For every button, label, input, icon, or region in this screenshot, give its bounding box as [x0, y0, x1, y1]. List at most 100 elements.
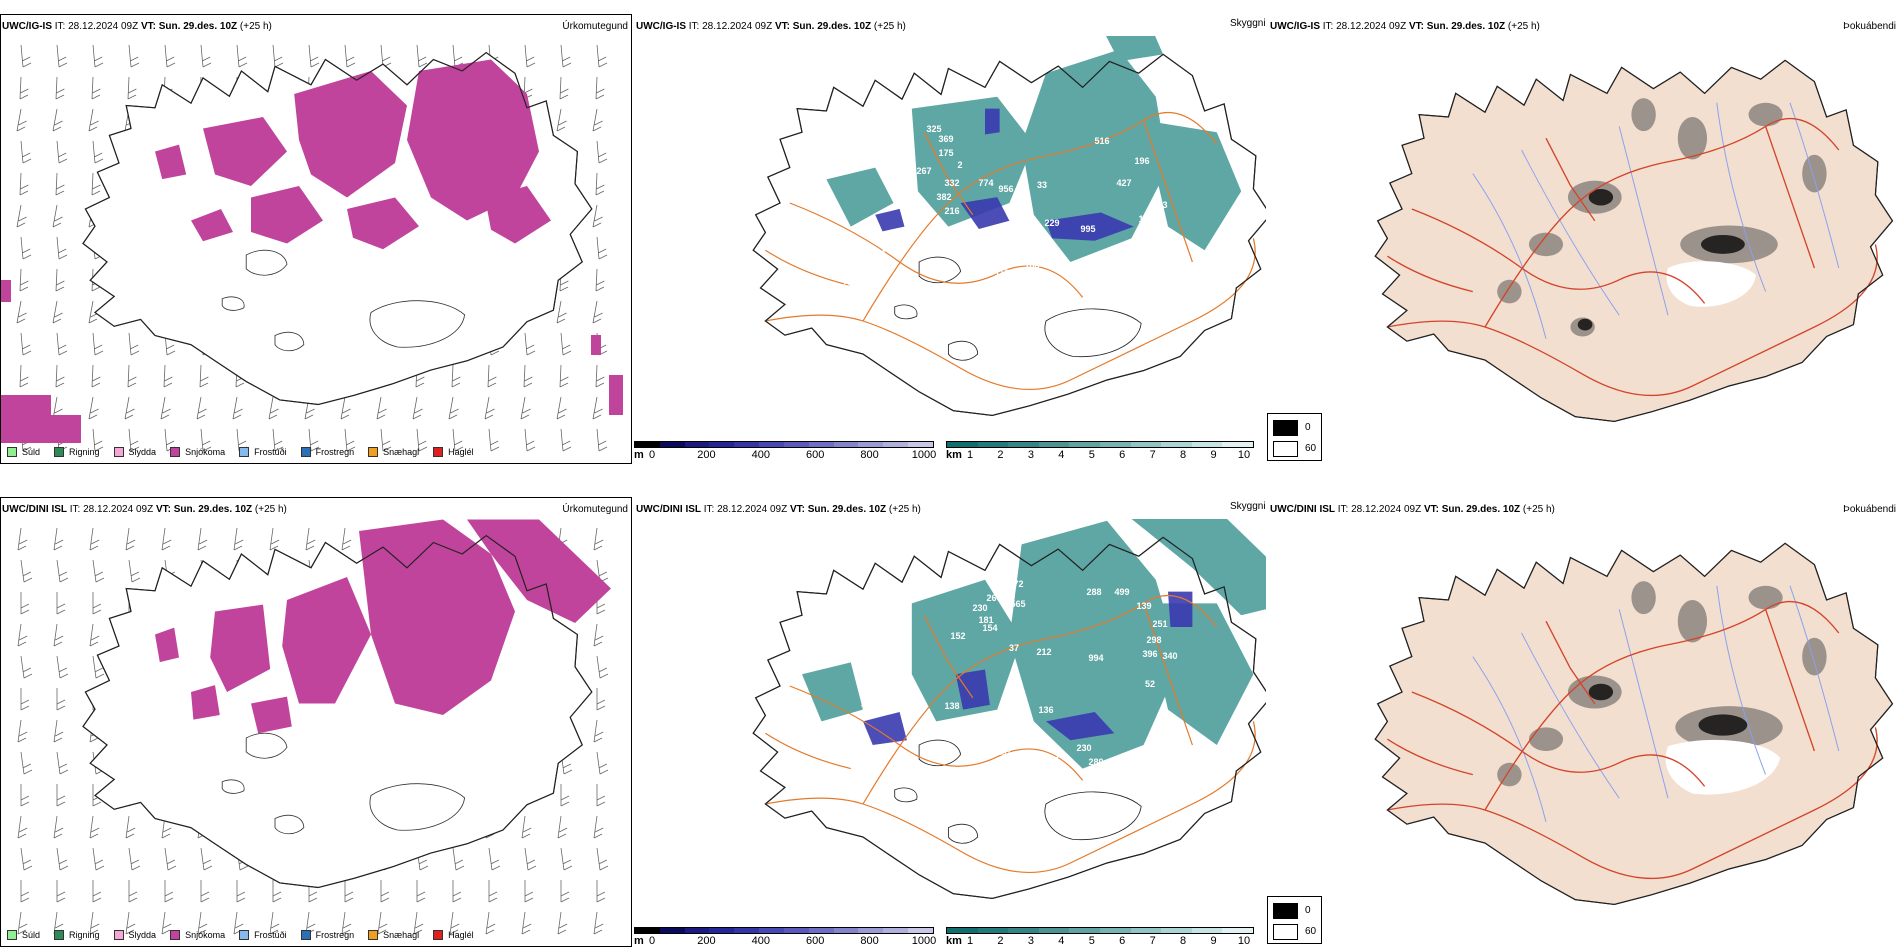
wind-barb	[91, 364, 101, 388]
wind-barb	[236, 44, 248, 68]
wind-barb	[452, 847, 465, 871]
precip-map-svg	[1, 44, 623, 452]
wind-barb	[17, 815, 28, 839]
visibility-peak-label: 174	[1028, 242, 1043, 252]
wind-barb	[92, 428, 104, 452]
wind-barb	[592, 108, 603, 132]
wind-barb	[416, 44, 428, 68]
wind-barb	[488, 847, 501, 871]
legend-item: Snjókoma	[170, 447, 225, 457]
visibility-panel: UWC/DINI ISL IT: 28.12.2024 09Z VT: Sun.…	[634, 497, 1326, 947]
panel-header: UWC/IG-IS IT: 28.12.2024 09Z VT: Sun. 29…	[636, 21, 906, 32]
wind-barb	[560, 880, 570, 903]
visibility-panel: UWC/IG-IS IT: 28.12.2024 09Z VT: Sun. 29…	[634, 14, 1326, 464]
wind-barb	[164, 44, 176, 68]
wind-barb	[272, 428, 284, 452]
wind-barb	[596, 751, 609, 775]
wind-barb	[197, 527, 208, 551]
fog-colorbar: 0 60	[1267, 413, 1322, 461]
colorbar-tick: 7	[1149, 449, 1156, 461]
wind-barb	[593, 815, 604, 839]
wind-barb	[16, 108, 27, 132]
wind-barb	[596, 44, 608, 68]
wind-barb	[592, 396, 603, 420]
wind-barb	[19, 364, 29, 388]
rivers	[1472, 102, 1840, 339]
legend-item: Frostregn	[300, 447, 354, 457]
wind-barb	[92, 332, 104, 356]
roads	[1387, 600, 1878, 880]
colorbar-tick: 2	[997, 449, 1004, 461]
wind-barb	[160, 396, 171, 420]
wind-barb	[20, 688, 30, 711]
visibility-peak-label: 994	[1088, 653, 1103, 663]
colorbar-tick: 8	[1180, 935, 1187, 947]
wind-barb	[161, 911, 172, 935]
wind-barb	[593, 623, 604, 647]
visibility-peak-label: 12	[887, 280, 897, 290]
wind-barb	[56, 559, 69, 583]
colorbar-tick: 400	[751, 935, 770, 947]
colorbar-tick: 2	[997, 935, 1004, 947]
wind-barb	[520, 396, 531, 420]
precip-map: Súld Rigning Slydda Snjókoma Frostúði Fr…	[0, 14, 632, 464]
panel-header: UWC/DINI ISL IT: 28.12.2024 09Z VT: Sun.…	[2, 504, 287, 515]
wind-barb	[596, 688, 606, 711]
panel-title: Úrkomutegund	[562, 21, 628, 32]
wind-barb	[560, 44, 572, 68]
visibility-peak-label: 152	[950, 631, 965, 641]
colorbar-tick: 3	[1027, 935, 1034, 947]
colorbar-tick: 0	[648, 449, 656, 461]
visibility-peak-label: 14	[835, 284, 845, 294]
wind-barb	[200, 44, 212, 68]
wind-barb	[164, 880, 174, 903]
wind-barb	[416, 880, 426, 903]
wind-barb	[596, 847, 609, 871]
visibility-peak-label: 230	[1076, 743, 1091, 753]
row-1: UWC/IG-IS IT: 28.12.2024 09Z VT: Sun. 29…	[0, 0, 1900, 470]
wind-barb	[20, 655, 33, 679]
precip-map: Súld Rigning Slydda Snjókoma Frostúði Fr…	[0, 497, 632, 947]
wind-barb	[232, 396, 243, 420]
visibility-peak-label: 196	[1134, 156, 1149, 166]
wind-barb	[451, 364, 461, 388]
visibility-peak-label: 298	[1146, 635, 1161, 645]
visibility-peak-label: 499	[1114, 587, 1129, 597]
wind-barb	[308, 44, 320, 68]
wind-barb	[560, 428, 572, 452]
panel-title: Þokuábendi	[1843, 21, 1896, 32]
legend-item: Slydda	[113, 447, 156, 457]
colorbar-tick: 8	[1180, 449, 1187, 461]
visibility-peak-label: 369	[938, 134, 953, 144]
fog-map	[1374, 59, 1894, 423]
wind-barb	[53, 719, 64, 743]
visibility-teal	[826, 36, 1242, 262]
visibility-peak-label: 340	[1162, 651, 1177, 661]
wind-barb	[92, 140, 104, 164]
visibility-peak-label: 280	[1088, 757, 1103, 767]
wind-barb	[17, 719, 28, 743]
visibility-peak-label: 230	[972, 603, 987, 613]
visibility-peak-label: 995	[1080, 224, 1095, 234]
wind-barb	[452, 44, 464, 68]
legend-item: Snjókoma	[170, 930, 225, 940]
wind-barb	[377, 911, 388, 935]
wind-barb	[128, 44, 140, 68]
visibility-peak-label: 956	[998, 184, 1013, 194]
panel-title: Þokuábendi	[1843, 504, 1896, 515]
visibility-peak-label: 319	[1148, 228, 1163, 238]
legend-item: Súld	[7, 447, 40, 457]
wind-barb	[380, 428, 392, 452]
wind-barb	[560, 332, 572, 356]
wind-barb	[236, 880, 246, 903]
wind-barb	[20, 592, 30, 615]
wind-barb	[596, 140, 608, 164]
visibility-peak-label: 22	[857, 765, 867, 775]
colorbar-tick: 1000	[911, 449, 937, 461]
wind-barb	[52, 108, 63, 132]
wind-barb	[376, 396, 387, 420]
colorbar-tick: 3	[1027, 449, 1034, 461]
wind-barb	[559, 364, 569, 388]
visibility-peak-label: 516	[1094, 136, 1109, 146]
